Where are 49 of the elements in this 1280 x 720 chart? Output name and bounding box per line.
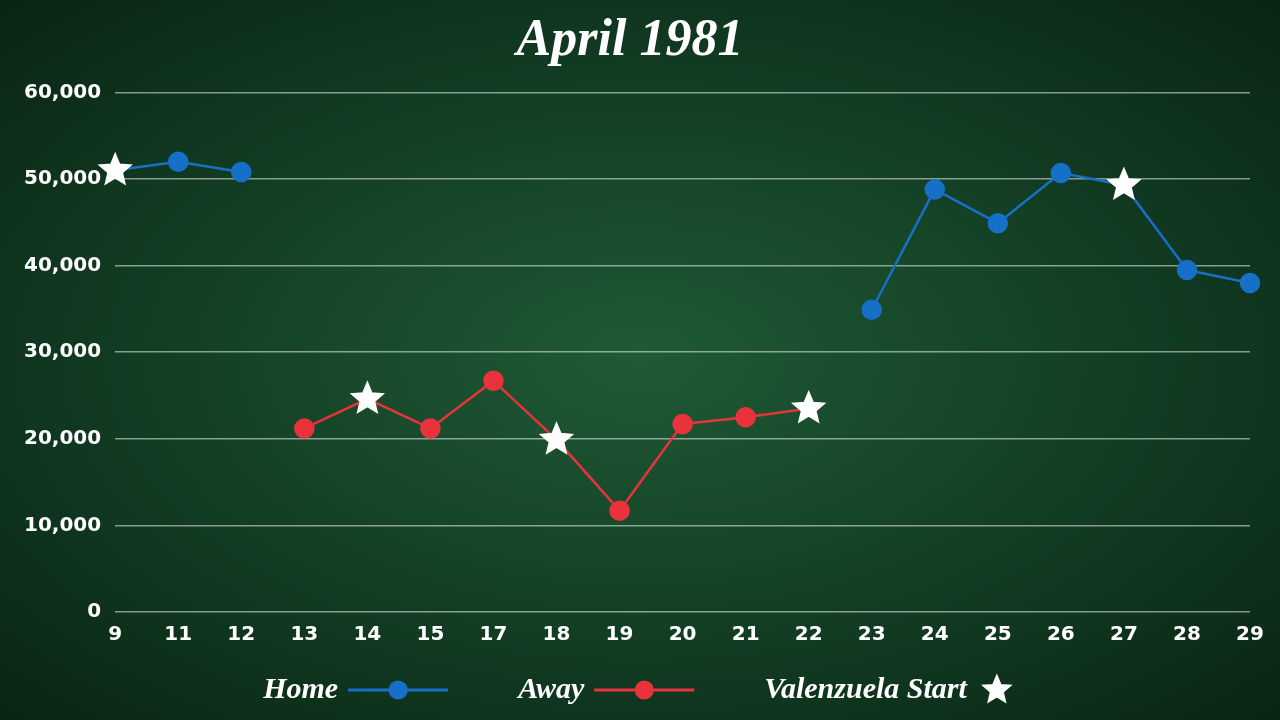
point	[483, 370, 504, 392]
y-tick-label: 0	[87, 598, 102, 623]
x-tick-label: 22	[794, 621, 823, 646]
y-tick-label: 10,000	[23, 511, 102, 536]
x-tick-label: 24	[920, 621, 949, 646]
x-tick-label: 29	[1236, 621, 1264, 646]
x-tick-label: 15	[416, 621, 445, 646]
legend-label: Away	[516, 670, 585, 704]
x-tick-label: 28	[1173, 621, 1201, 646]
y-tick-label: 40,000	[23, 251, 102, 276]
point	[1107, 168, 1141, 200]
y-tick-label: 30,000	[23, 338, 102, 363]
point	[351, 381, 384, 413]
point	[861, 299, 882, 321]
x-tick-label: 18	[542, 621, 571, 646]
point	[294, 418, 315, 439]
point	[924, 179, 946, 200]
point	[1239, 272, 1261, 294]
x-tick-label: 21	[731, 621, 760, 646]
x-tick-label: 13	[290, 621, 319, 646]
point	[231, 161, 252, 183]
point	[98, 153, 132, 185]
point	[167, 151, 189, 172]
x-tick-label: 23	[857, 621, 886, 646]
point	[540, 422, 573, 454]
point	[1050, 162, 1072, 184]
x-tick-label: 26	[1046, 621, 1075, 646]
x-tick-label: 11	[164, 621, 193, 646]
y-tick-label: 20,000	[23, 425, 102, 449]
y-tick-label: 50,000	[23, 165, 102, 190]
x-tick-label: 14	[353, 621, 382, 646]
legend-label: Home	[262, 670, 339, 704]
x-tick-label: 12	[227, 621, 256, 646]
legend-label: Valenzuela Start	[764, 670, 969, 704]
x-tick-label: 27	[1109, 621, 1138, 646]
point	[609, 500, 630, 521]
chart-title: April 1981	[513, 8, 744, 66]
y-tick-label: 60,000	[23, 78, 102, 103]
point	[1176, 259, 1198, 281]
x-tick-label: 9	[108, 621, 123, 646]
point	[792, 391, 825, 423]
point	[735, 406, 756, 428]
point	[987, 212, 1009, 234]
point	[672, 413, 693, 435]
x-tick-label: 17	[479, 621, 508, 646]
x-tick-label: 25	[983, 621, 1012, 646]
point	[420, 418, 441, 439]
x-tick-label: 19	[605, 621, 634, 646]
x-tick-label: 20	[668, 621, 697, 646]
